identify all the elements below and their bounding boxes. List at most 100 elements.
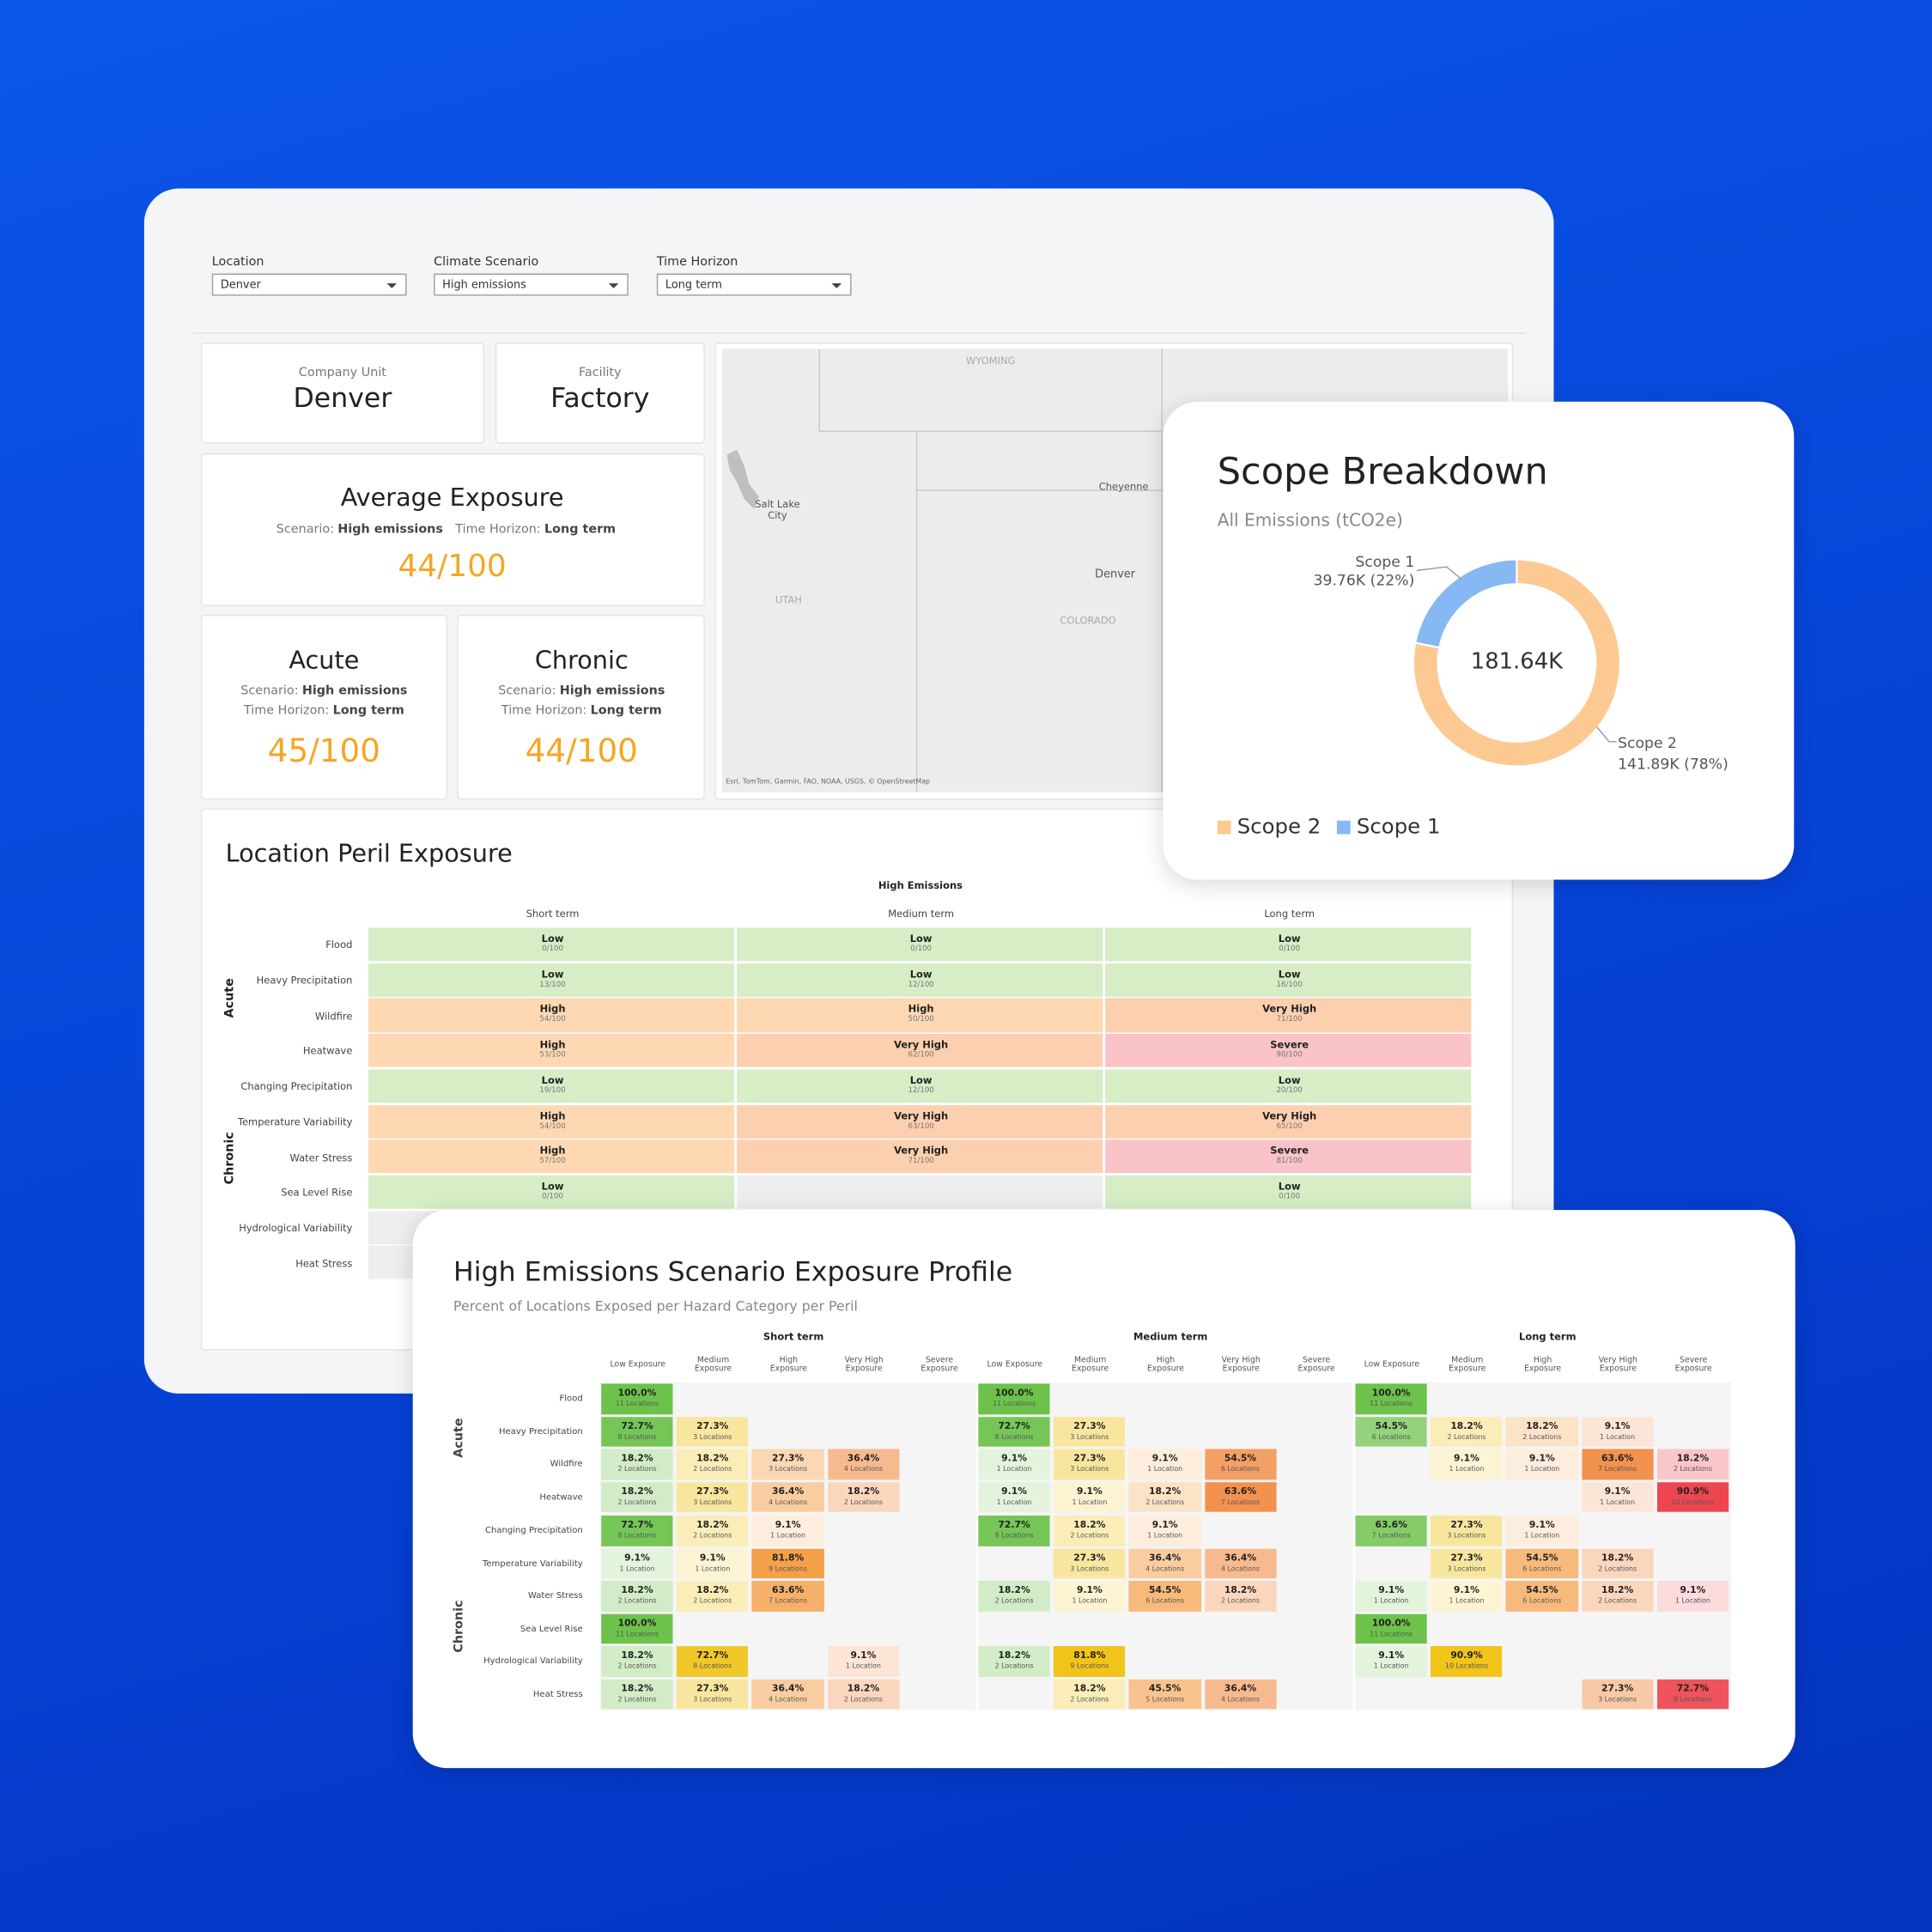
cell-count: 1 Location: [845, 1662, 881, 1671]
section-title: Location Peril Exposure: [225, 838, 513, 868]
cell-percent: 9.1%: [1528, 1452, 1555, 1464]
cell-score: 54/100: [539, 1121, 566, 1130]
filter-select[interactable]: High emissions: [434, 273, 629, 296]
cell-count: 2 Locations: [1070, 1532, 1109, 1540]
profile-cell: 81.8% 9 Locations: [751, 1548, 824, 1579]
profile-cell: 27.3% 3 Locations: [677, 1481, 749, 1512]
cell-percent: 100.0%: [1371, 1387, 1411, 1399]
level-header: Low Exposure: [1364, 1359, 1420, 1370]
term-header: Short term: [762, 1331, 824, 1343]
profile-cell: 72.7% 8 Locations: [1656, 1679, 1729, 1710]
cell-count: 9 Locations: [1070, 1662, 1109, 1671]
cell-percent: 18.2%: [1149, 1485, 1182, 1497]
level-header: High Exposure: [1523, 1354, 1562, 1374]
cell-count: 4 Locations: [1221, 1564, 1261, 1573]
info-label: Scenario:: [240, 684, 299, 698]
peril-cell: Severe 81/100: [1105, 1139, 1472, 1174]
cell-count: 6 Locations: [1371, 1433, 1411, 1441]
cell-count: 1 Location: [1524, 1466, 1560, 1473]
info-value: High emissions: [337, 523, 443, 537]
profile-cell: 100.0% 11 Locations: [1355, 1383, 1427, 1414]
cell-percent: 9.1%: [1604, 1485, 1631, 1497]
cell-percent: 18.2%: [1526, 1419, 1558, 1431]
profile-cell: 9.1% 1 Location: [1355, 1581, 1427, 1612]
profile-cell: 9.1% 1 Location: [1506, 1449, 1578, 1479]
profile-cell: 18.2% 2 Locations: [978, 1646, 1050, 1677]
filter-label: Climate Scenario: [434, 255, 539, 270]
peril-cell: High 57/100: [368, 1139, 735, 1174]
chart-title: Scope Breakdown: [1217, 450, 1548, 495]
cell-percent: 27.3%: [1073, 1452, 1106, 1464]
row-label: Heatwave: [539, 1492, 583, 1502]
profile-cell: 90.9% 10 Locations: [1431, 1646, 1503, 1677]
profile-cell: 36.4% 4 Locations: [827, 1449, 900, 1479]
cell-percent: 9.1%: [1001, 1485, 1028, 1497]
cell-percent: 36.4%: [771, 1681, 805, 1693]
cell-count: 8 Locations: [617, 1433, 657, 1441]
profile-cell: 9.1% 1 Location: [1128, 1449, 1201, 1479]
cell-count: 2 Locations: [1673, 1466, 1712, 1473]
level-header: Low Exposure: [610, 1359, 665, 1370]
legend-swatch: [1217, 820, 1231, 835]
cell-percent: 18.2%: [696, 1518, 729, 1530]
cell-count: 1 Location: [996, 1466, 1032, 1473]
profile-cell: 18.2% 2 Locations: [1581, 1548, 1654, 1579]
profile-cell: 72.7% 8 Locations: [978, 1515, 1050, 1546]
cell-percent: 9.1%: [1076, 1583, 1103, 1595]
profile-cell: 9.1% 1 Location: [1054, 1581, 1126, 1612]
profile-cell: 36.4% 4 Locations: [1128, 1548, 1201, 1579]
cell-count: 3 Locations: [693, 1695, 732, 1704]
cell-count: 1 Location: [1373, 1597, 1409, 1606]
peril-cell: Very High 71/100: [1105, 998, 1472, 1032]
cell-count: 2 Locations: [843, 1695, 883, 1704]
profile-cell: 9.1% 1 Location: [1431, 1581, 1503, 1612]
profile-cell: 72.7% 8 Locations: [601, 1515, 673, 1546]
cell-percent: 100.0%: [617, 1616, 657, 1628]
filter-select[interactable]: Denver: [211, 273, 407, 296]
donut-segment: [1413, 558, 1518, 649]
leader-line: [1596, 726, 1617, 743]
group-label: Acute: [223, 978, 237, 1019]
cell-count: 1 Location: [1072, 1597, 1108, 1606]
cell-level: Low: [541, 1181, 564, 1193]
peril-cell: High 54/100: [368, 998, 735, 1032]
peril-cell: Low 16/100: [1105, 963, 1472, 997]
map-label: COLORADO: [1060, 615, 1116, 627]
level-header: High Exposure: [769, 1354, 807, 1374]
row-label: Heat Stress: [532, 1688, 583, 1699]
cell-percent: 18.2%: [696, 1452, 729, 1464]
filter-select[interactable]: Long term: [656, 273, 852, 296]
cell-score: 71/100: [908, 1157, 934, 1166]
profile-cell: 54.5% 6 Locations: [1204, 1449, 1277, 1479]
peril-cell: Very High 63/100: [737, 1104, 1103, 1139]
cell-count: 1 Location: [1072, 1498, 1108, 1507]
term-header: Medium term: [1133, 1331, 1208, 1343]
cell-percent: 9.1%: [1151, 1518, 1178, 1530]
row-label: Sea Level Rise: [519, 1623, 583, 1634]
cell-percent: 9.1%: [1151, 1452, 1178, 1464]
cell-percent: 9.1%: [1454, 1452, 1479, 1464]
cell-level: Low: [541, 1074, 564, 1086]
cell-percent: 63.6%: [771, 1583, 805, 1595]
profile-cell: 100.0% 11 Locations: [601, 1613, 673, 1644]
level-header: Very High Exposure: [844, 1354, 884, 1374]
profile-cell: 18.2% 2 Locations: [1506, 1416, 1578, 1447]
cell-count: 7 Locations: [1598, 1466, 1637, 1473]
cell-count: 7 Locations: [769, 1597, 808, 1606]
chart-subtitle: All Emissions (tCO2e): [1217, 511, 1403, 532]
cell-count: 7 Locations: [1371, 1532, 1411, 1540]
profile-cell: 63.6% 7 Locations: [1581, 1449, 1654, 1479]
cell-level: Very High: [1262, 1109, 1317, 1121]
level-header: Medium Exposure: [1449, 1354, 1486, 1374]
cell-percent: 90.9%: [1676, 1485, 1710, 1497]
cell-level: Low: [909, 969, 933, 980]
cell-count: 1 Location: [1147, 1466, 1183, 1473]
row-label: Sea Level Rise: [281, 1187, 353, 1199]
peril-cell: Very High 65/100: [1105, 1104, 1472, 1139]
cell-count: 8 Locations: [994, 1532, 1034, 1540]
level-header: High Exposure: [1146, 1354, 1185, 1374]
row-label: Hydrological Variability: [483, 1656, 583, 1667]
cell-count: 11 Locations: [993, 1400, 1036, 1408]
cell-count: 2 Locations: [1598, 1564, 1637, 1573]
profile-cell: 18.2% 2 Locations: [601, 1449, 673, 1479]
